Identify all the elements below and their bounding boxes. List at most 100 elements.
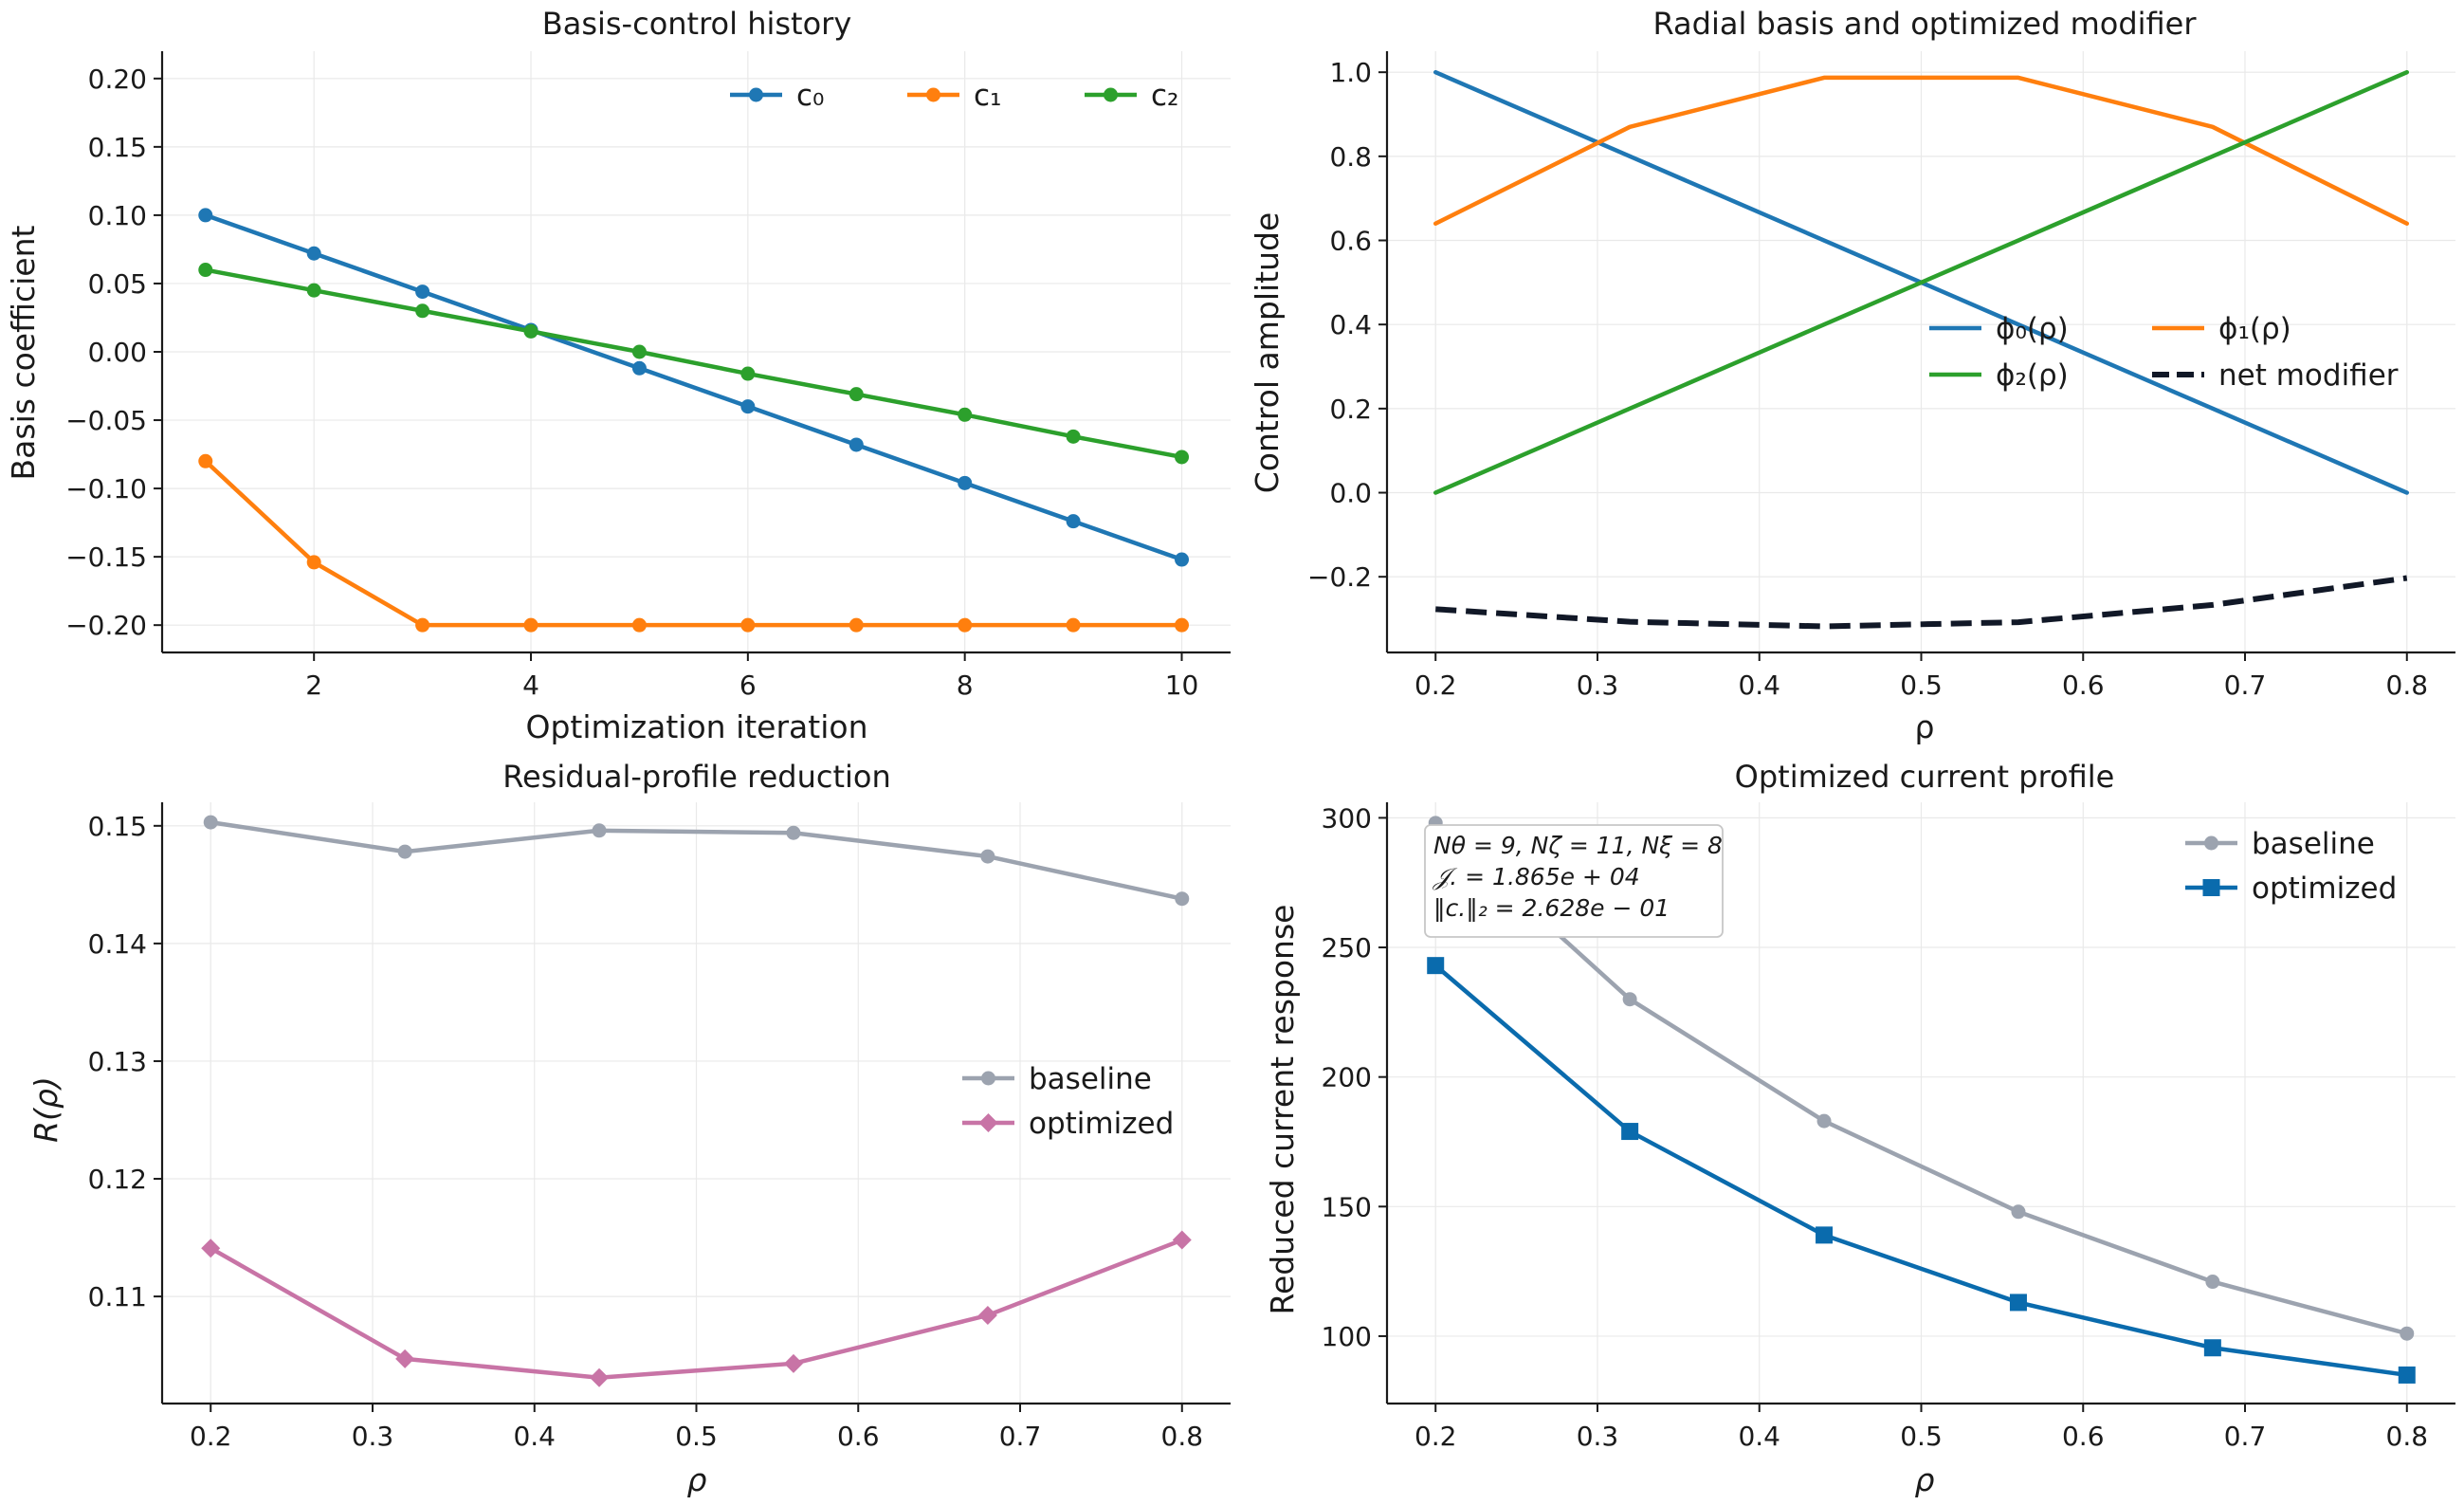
legend-label: ϕ₂(ρ) xyxy=(1996,358,2069,393)
data-point xyxy=(395,1349,415,1368)
y-tick-label: 0.12 xyxy=(88,1164,147,1195)
legend-marker xyxy=(978,1113,998,1132)
series-line xyxy=(1433,963,2410,1378)
data-point xyxy=(740,366,756,381)
y-tick-label: 200 xyxy=(1322,1062,1372,1093)
y-tick-label: 300 xyxy=(1322,802,1372,834)
x-tick-label: 0.6 xyxy=(2062,670,2105,701)
series-2 xyxy=(1433,69,2410,495)
data-point xyxy=(203,815,218,830)
data-point xyxy=(2009,1294,2027,1312)
data-point xyxy=(958,407,973,422)
series-1 xyxy=(201,1230,1192,1387)
x-tick-label: 0.2 xyxy=(1415,670,1457,701)
series-line xyxy=(1433,69,2410,495)
legend: baseline optimized xyxy=(962,1062,1174,1141)
data-point xyxy=(786,825,801,840)
y-tick-label: −0.2 xyxy=(1307,561,1372,593)
data-point xyxy=(306,555,321,570)
x-tick-label: 0.5 xyxy=(1900,1421,1943,1452)
y-tick-label: 0.20 xyxy=(88,64,147,95)
data-point xyxy=(2205,1275,2220,1290)
series-1 xyxy=(1427,957,2416,1384)
x-axis-label: Optimization iteration xyxy=(525,708,867,745)
y-tick-label: 0.0 xyxy=(1329,478,1372,509)
grid xyxy=(162,51,1231,652)
data-point xyxy=(958,617,973,633)
grid xyxy=(162,802,1231,1404)
series-line xyxy=(203,267,1184,460)
y-axis-label: Control amplitude xyxy=(1249,212,1286,494)
data-point xyxy=(198,263,213,278)
data-point xyxy=(523,323,538,339)
data-point xyxy=(415,303,430,319)
x-tick-label: 0.2 xyxy=(190,1421,232,1452)
data-point xyxy=(1066,514,1081,529)
legend: c₀ c₁ c₂ xyxy=(730,79,1178,113)
data-point xyxy=(1621,1123,1639,1141)
y-tick-label: 0.4 xyxy=(1329,309,1372,340)
data-point xyxy=(1175,552,1190,567)
y-tick-label: −0.20 xyxy=(65,610,147,641)
x-tick-label: 0.4 xyxy=(1738,1421,1780,1452)
x-tick-label: 0.3 xyxy=(1577,1421,1619,1452)
data-point xyxy=(2203,1339,2221,1357)
data-point xyxy=(201,1239,221,1258)
legend-marker xyxy=(2204,835,2218,851)
x-tick-label: 8 xyxy=(957,670,974,701)
data-point xyxy=(592,823,607,838)
x-tick-label: 0.4 xyxy=(513,1421,556,1452)
y-tick-label: 0.15 xyxy=(88,132,147,163)
y-tick-label: 0.05 xyxy=(88,268,147,300)
legend-label: baseline xyxy=(1029,1062,1152,1096)
data-point xyxy=(849,617,864,633)
annotation-box: Nθ = 9, Nζ = 11, Nξ = 8 𝒥. = 1.865e + 04 ‖… xyxy=(1424,824,1724,938)
y-tick-label: 100 xyxy=(1322,1321,1372,1352)
y-tick-label: −0.15 xyxy=(65,541,147,573)
data-point xyxy=(1175,617,1190,633)
data-point xyxy=(631,617,647,633)
y-tick-label: 250 xyxy=(1322,932,1372,964)
annotation-line: 𝒥. = 1.865e + 04 xyxy=(1433,863,1640,890)
annotation-line: Nθ = 9, Nζ = 11, Nξ = 8 xyxy=(1433,832,1723,859)
y-tick-label: 0.00 xyxy=(88,337,147,368)
legend-marker xyxy=(1104,87,1118,102)
data-point xyxy=(1175,450,1190,465)
series-0 xyxy=(1428,816,2415,1341)
y-tick-label: 0.11 xyxy=(88,1281,147,1312)
legend-marker xyxy=(981,1071,995,1086)
series-line xyxy=(203,212,1184,562)
axes: 0.2 0.3 0.4 0.5 0.6 0.7 0.8 300 250 200 150 100 xyxy=(1322,802,2455,1452)
data-point xyxy=(523,617,538,633)
legend-label: c₁ xyxy=(974,79,1001,113)
x-tick-label: 0.5 xyxy=(675,1421,718,1452)
y-axis-label: R(ρ) xyxy=(27,1076,64,1143)
series-3 xyxy=(1435,575,2408,630)
panel-radial-basis: Radial basis and optimized modifier ρ Co… xyxy=(1249,6,2455,745)
data-point xyxy=(849,437,864,452)
data-point xyxy=(306,283,321,298)
x-tick-label: 0.7 xyxy=(2224,670,2267,701)
legend-label: baseline xyxy=(2252,827,2375,861)
y-axis-label: Reduced current response xyxy=(1264,905,1301,1315)
legend-label: optimized xyxy=(2252,872,2397,906)
y-tick-label: −0.10 xyxy=(65,473,147,505)
legend-marker xyxy=(926,87,940,102)
x-tick-label: 4 xyxy=(522,670,539,701)
series-line xyxy=(1433,820,2410,1336)
x-axis-label: ρ xyxy=(1915,1461,1935,1498)
axes: 0.2 0.3 0.4 0.5 0.6 0.7 0.8 0.15 0.14 0.13 0.12 0.1… xyxy=(88,802,1231,1452)
x-tick-label: 0.7 xyxy=(2224,1421,2267,1452)
legend-marker xyxy=(2202,879,2220,896)
y-tick-label: 0.6 xyxy=(1329,226,1372,257)
x-tick-label: 0.3 xyxy=(352,1421,394,1452)
legend-marker xyxy=(749,87,763,102)
legend: baseline optimized xyxy=(2185,827,2397,906)
data-point xyxy=(397,844,412,859)
axes: 2 4 6 8 10 0.20 0.15 0.10 0.05 0.00 −0.05 −0.10 −0.1… xyxy=(65,51,1231,701)
legend: ϕ₀(ρ) ϕ₁(ρ) ϕ₂(ρ) net modifier xyxy=(1929,312,2399,393)
data-point xyxy=(2398,1366,2416,1384)
data-point xyxy=(631,360,647,376)
x-tick-label: 10 xyxy=(1165,670,1199,701)
